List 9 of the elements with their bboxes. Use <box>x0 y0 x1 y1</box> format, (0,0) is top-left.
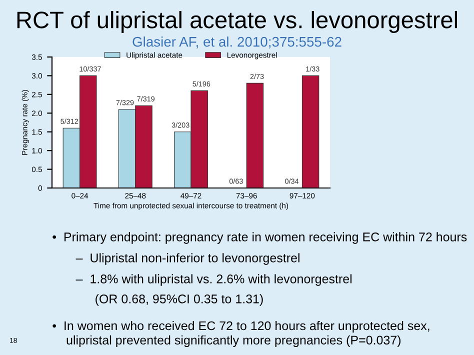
text: Glasier AF, et al. 2010;375:555-62 <box>132 36 342 48</box>
text: • In women who received EC 72 to 120 hours after unprotected sex, ulipristal prevented significantly more pregnancies (P=0.037) <box>52 320 430 348</box>
text: – 1.8% with ulipristal vs. 2.6% with levonorgestrel <box>76 274 352 286</box>
text: (OR 0.68, 95%CI 0.35 to 1.31) <box>96 294 263 306</box>
text: – Ulipristal non-inferior to levonorgestrel <box>76 253 300 265</box>
chart-title: RCT of ulipristal acetate vs. levonorgestrel <box>17 10 458 34</box>
bar <box>302 75 320 188</box>
text: • Primary endpoint: pregnancy rate in women receiving EC within 72 hours <box>52 232 467 244</box>
bar <box>246 82 264 188</box>
